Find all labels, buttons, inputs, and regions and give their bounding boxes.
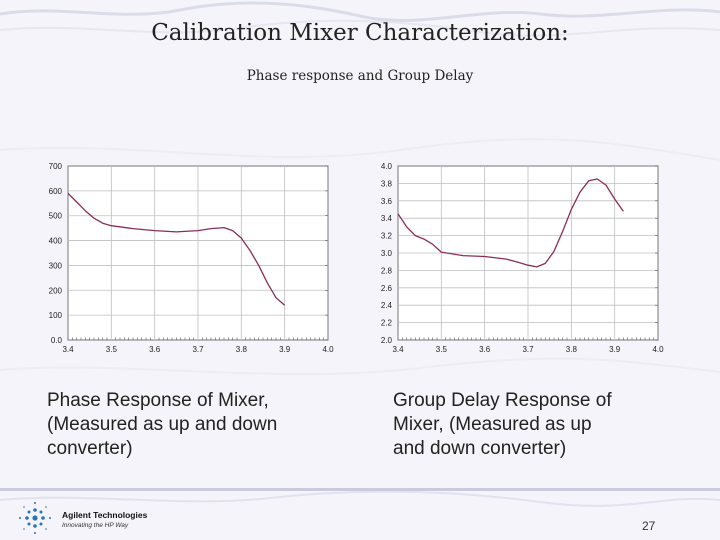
- footer-divider: [0, 488, 720, 491]
- phase-caption-line: Phase Response of Mixer,: [47, 390, 269, 411]
- y-tick-label: 2.6: [381, 284, 393, 293]
- group-delay-caption-line: Group Delay Response of: [393, 390, 612, 411]
- x-tick-label: 3.8: [236, 345, 248, 354]
- y-tick-label: 3.4: [381, 214, 393, 223]
- y-tick-label: 0.0: [51, 336, 63, 345]
- y-tick-label: 2.4: [381, 301, 393, 310]
- y-tick-label: 3.0: [381, 249, 393, 258]
- y-tick-label: 100: [49, 311, 63, 320]
- y-tick-label: 400: [49, 237, 63, 246]
- series-line: [397, 178, 624, 268]
- y-tick-label: 3.6: [381, 197, 393, 206]
- group-delay-chart: 3.4 3.5 3.6 3.7 3.8 3.9 4.0 2.0 2.2 2.4 2.6 2.8 3.0 3…: [381, 162, 664, 354]
- x-tick-label: 3.6: [149, 345, 161, 354]
- y-tick-label: 2.0: [381, 336, 393, 345]
- slide-subtitle: Phase response and Group Delay: [246, 68, 474, 84]
- logo-company-name: Agilent Technologies: [62, 510, 148, 520]
- phase-caption-line: (Measured as up and down: [47, 414, 278, 435]
- y-tick-label: 2.2: [381, 319, 393, 328]
- y-tick-label: 3.8: [381, 179, 393, 188]
- x-tick-label: 3.4: [62, 345, 74, 354]
- logo-tagline: Innovating the HP Way: [62, 522, 129, 529]
- phase-caption-line: converter): [47, 438, 133, 459]
- y-tick-label: 600: [49, 187, 63, 196]
- y-tick-label: 2.8: [381, 266, 393, 275]
- page-number: 27: [642, 519, 656, 533]
- x-tick-label: 3.6: [479, 345, 491, 354]
- agilent-logo: [19, 502, 51, 534]
- slide-title: Calibration Mixer Characterization:: [151, 20, 569, 46]
- y-tick-label: 200: [49, 286, 63, 295]
- agilent-spark-icon: [19, 502, 51, 534]
- y-tick-label: 500: [49, 212, 63, 221]
- y-tick-label: 700: [49, 162, 63, 171]
- x-tick-label: 3.9: [279, 345, 291, 354]
- x-tick-label: 3.7: [192, 345, 204, 354]
- y-tick-label: 3.2: [381, 232, 393, 241]
- phase-response-chart: 3.4 3.5 3.6 3.7 3.8 3.9 4.0 0.0 100 200 300 400 500 6…: [49, 162, 334, 354]
- group-delay-caption: Group Delay Response of Mixer, (Measured…: [393, 389, 693, 461]
- x-tick-label: 3.8: [566, 345, 578, 354]
- x-tick-label: 3.9: [609, 345, 621, 354]
- x-tick-label: 3.5: [436, 345, 448, 354]
- group-delay-caption-line: Mixer, (Measured as up: [393, 414, 592, 435]
- x-tick-label: 3.7: [522, 345, 534, 354]
- x-tick-label: 4.0: [322, 345, 334, 354]
- y-tick-label: 300: [49, 261, 63, 270]
- series-line: [67, 192, 286, 306]
- group-delay-caption-line: and down converter): [393, 438, 567, 459]
- phase-caption: Phase Response of Mixer, (Measured as up…: [47, 389, 347, 461]
- y-tick-label: 4.0: [381, 162, 393, 171]
- x-tick-label: 3.4: [392, 345, 404, 354]
- x-tick-label: 3.5: [106, 345, 118, 354]
- x-tick-label: 4.0: [652, 345, 664, 354]
